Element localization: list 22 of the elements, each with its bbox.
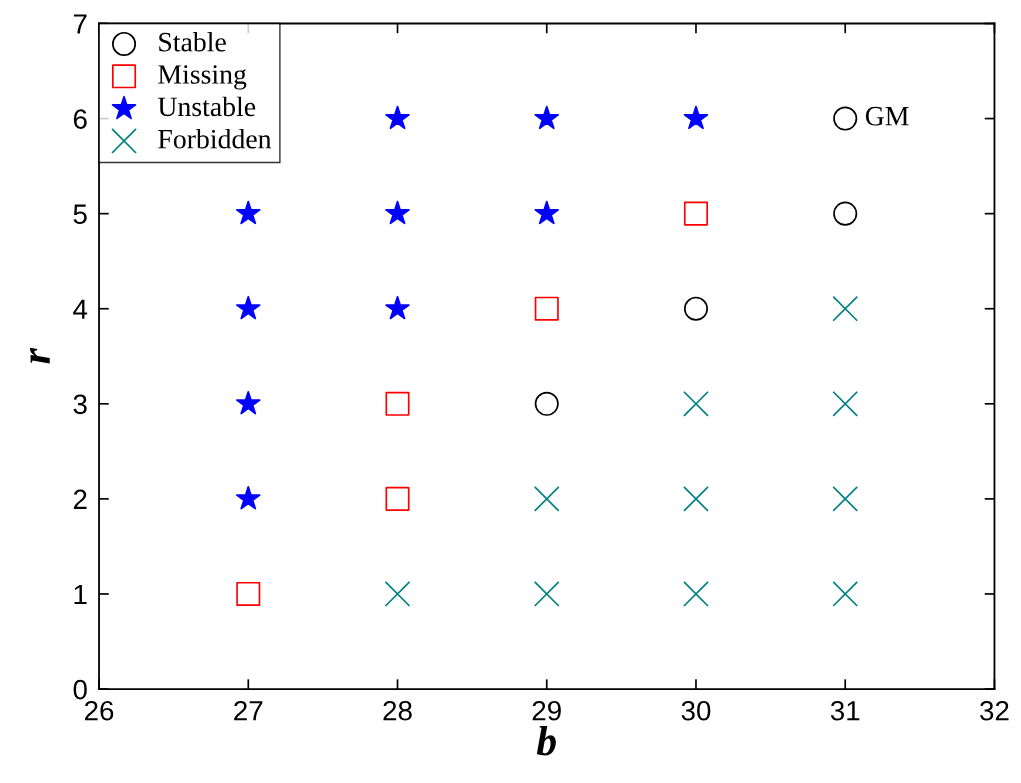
y-tick-label: 3 (73, 394, 87, 415)
y-tick-label: 4 (73, 299, 88, 319)
y-tick-label: 0 (73, 679, 87, 700)
x-tick-label: 32 (980, 700, 1009, 721)
legend-label: Unstable (157, 96, 256, 117)
y-tick-label: 6 (73, 109, 87, 129)
legend-label: Missing (158, 65, 247, 90)
annotation: GM (865, 106, 909, 126)
x-tick-label: 30 (681, 700, 711, 721)
x-tick-label: 29 (532, 700, 561, 721)
x-tick-label: 31 (830, 700, 860, 721)
x-axis-title: b (536, 726, 556, 756)
y-tick-label: 2 (73, 489, 87, 509)
y-tick-label: 5 (73, 204, 87, 224)
x-tick-label: 28 (383, 700, 412, 721)
legend-label: Forbidden (158, 128, 272, 149)
y-axis-title: r (30, 347, 50, 364)
legend-label: Stable (159, 31, 226, 52)
y-tick-label: 7 (73, 14, 87, 34)
y-tick-label: 1 (74, 584, 87, 605)
x-tick-label: 26 (84, 700, 114, 721)
x-tick-label: 27 (234, 700, 263, 721)
